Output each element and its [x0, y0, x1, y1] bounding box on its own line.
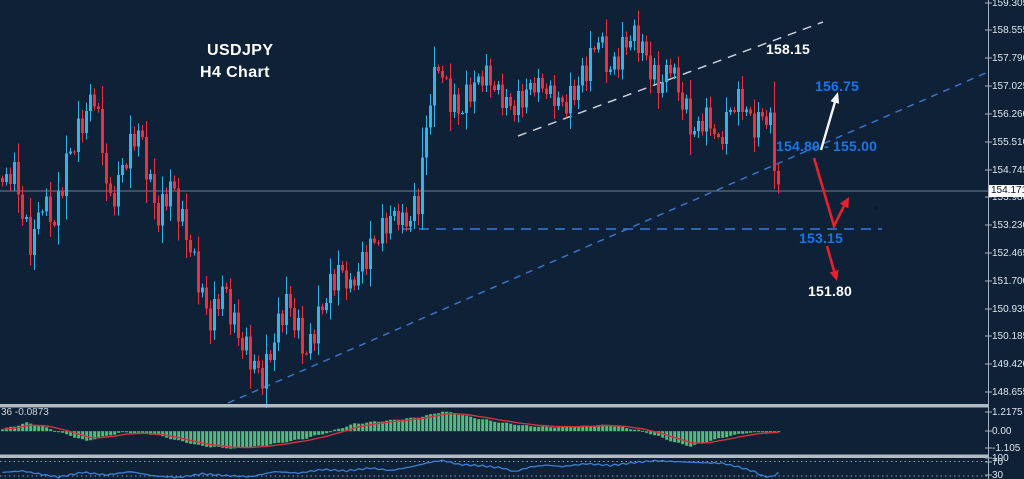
price-axis-label: 150.185	[992, 330, 1024, 342]
symbol-title: USDJPY	[207, 42, 274, 59]
dot-marker	[874, 206, 878, 210]
macd-axis-label: 1.2175	[992, 406, 1023, 418]
price-axis-label: 148.655	[992, 386, 1024, 398]
candlestick-series	[1, 10, 780, 408]
annotation-target-156-75: 156.75	[815, 78, 860, 94]
red-breakdown-arrow	[825, 245, 839, 281]
price-axis-label: 149.420	[992, 358, 1024, 370]
annotation-range-154-80-155-00: 154.80 - 155.00	[776, 138, 878, 154]
price-axis-label: 152.465	[992, 247, 1024, 259]
macd-value-label: 36 -0.0873	[1, 407, 49, 418]
red-rejection-arrow	[812, 157, 849, 230]
price-axis-label: 159.305	[992, 0, 1024, 9]
price-axis-label: 158.555	[992, 24, 1024, 36]
rsi-axis-label: 30	[992, 469, 1004, 479]
macd-axis-label: -1.105	[992, 442, 1021, 454]
annotation-support-153-15: 153.15	[799, 230, 844, 246]
macd-axis-label: 0.00	[992, 425, 1012, 437]
price-axis-label: 157.025	[992, 80, 1024, 92]
rsi-axis-label: 70	[992, 456, 1004, 468]
white-projection-arrow	[819, 92, 840, 151]
price-axis-label: 157.790	[992, 52, 1024, 64]
rsi-panel	[0, 459, 988, 479]
macd-panel	[0, 411, 781, 449]
price-axis-label: 153.230	[992, 219, 1024, 231]
timeframe-subtitle: H4 Chart	[200, 64, 270, 81]
price-axis-label: 153.980	[992, 191, 1024, 203]
price-axis-label: 154.745	[992, 164, 1024, 176]
annotation-resistance-158-15: 158.15	[766, 41, 811, 57]
price-axis-label: 151.700	[992, 275, 1024, 287]
current-price-tag: 154.171	[989, 185, 1024, 197]
axis-frame	[0, 0, 992, 479]
price-axis-label: 155.510	[992, 136, 1024, 148]
price-axis-label: 156.260	[992, 108, 1024, 120]
rsi-axis-label: 100	[992, 452, 1009, 464]
annotation-target-151-80: 151.80	[808, 283, 853, 299]
price-axis-label: 150.935	[992, 303, 1024, 315]
